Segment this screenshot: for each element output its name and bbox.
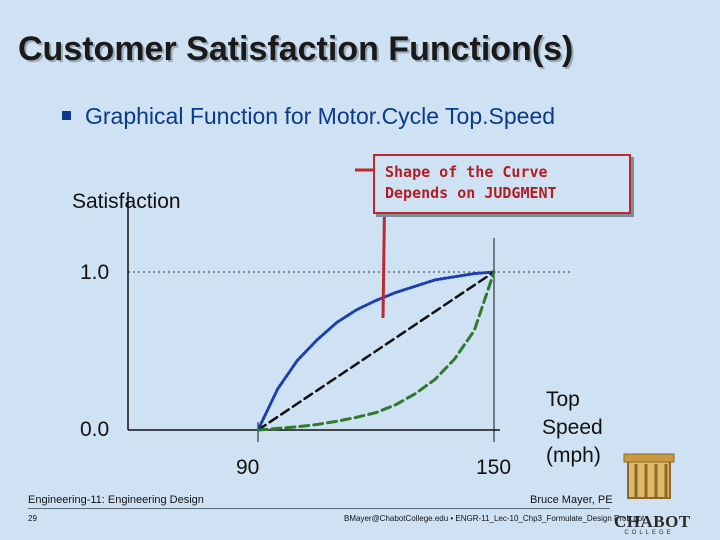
chabot-college-logo-icon	[623, 453, 675, 499]
x-tick-label-150: 150	[476, 456, 512, 479]
x-axis-label-line-3: (mph)	[546, 444, 601, 467]
y-axis-label: Satisfaction	[72, 190, 181, 213]
x-axis-label-line-2: Speed	[542, 416, 603, 439]
series-line-black-dashed-linear	[256, 270, 496, 432]
x-axis-label-line-1: Top	[546, 388, 580, 411]
footer-course: Engineering-11: Engineering Design	[28, 494, 204, 506]
y-tick-label-1: 1.0	[80, 261, 110, 284]
callout-line-1: Shape of the Curve	[385, 163, 548, 181]
footer-page-number: 29	[28, 514, 37, 523]
square-bullet-icon	[62, 111, 71, 121]
y-tick-label-0: 0.0	[80, 418, 110, 441]
series-line-green-dashed-convex	[256, 270, 496, 432]
x-tick-label-90: 90	[236, 456, 260, 479]
bullet-text: Graphical Function for Motor.Cycle Top.S…	[85, 103, 556, 129]
logo-text: CHABOT	[614, 512, 691, 531]
logo-subtext: COLLEGE	[624, 530, 674, 536]
bullet-point: Graphical Function for Motor.Cycle Top.S…	[62, 103, 555, 130]
footer-divider	[28, 508, 610, 509]
series-layer	[256, 270, 496, 432]
callout-line-2: Depends on JUDGMENT	[385, 184, 557, 202]
footer-url: BMayer@ChabotCollege.edu • ENGR-11_Lec-1…	[344, 514, 645, 523]
footer-author: Bruce Mayer, PE	[530, 494, 613, 506]
slide-title: Customer Satisfaction Function(s)	[18, 30, 574, 68]
judgment-callout: Shape of the Curve Depends on JUDGMENT	[373, 154, 631, 214]
series-line-blue-dotted-concave	[256, 270, 496, 432]
